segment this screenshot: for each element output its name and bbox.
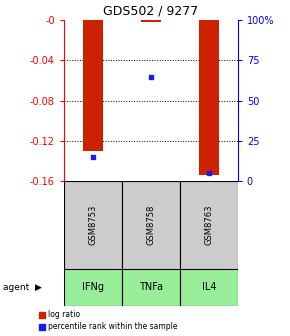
Legend: log ratio, percentile rank within the sample: log ratio, percentile rank within the sa… xyxy=(39,310,177,331)
Text: IFNg: IFNg xyxy=(82,282,104,292)
Bar xyxy=(180,269,238,306)
Bar xyxy=(122,181,180,269)
Text: GSM8753: GSM8753 xyxy=(88,205,97,245)
Bar xyxy=(83,20,103,151)
Bar xyxy=(199,20,219,175)
Bar xyxy=(64,181,122,269)
Bar xyxy=(180,181,238,269)
Text: GSM8763: GSM8763 xyxy=(204,205,213,245)
Bar xyxy=(64,269,122,306)
Text: TNFa: TNFa xyxy=(139,282,163,292)
Bar xyxy=(122,269,180,306)
Text: IL4: IL4 xyxy=(202,282,216,292)
Text: agent  ▶: agent ▶ xyxy=(3,283,42,292)
Title: GDS502 / 9277: GDS502 / 9277 xyxy=(103,5,198,17)
Text: GSM8758: GSM8758 xyxy=(146,205,155,245)
Bar xyxy=(141,20,161,22)
